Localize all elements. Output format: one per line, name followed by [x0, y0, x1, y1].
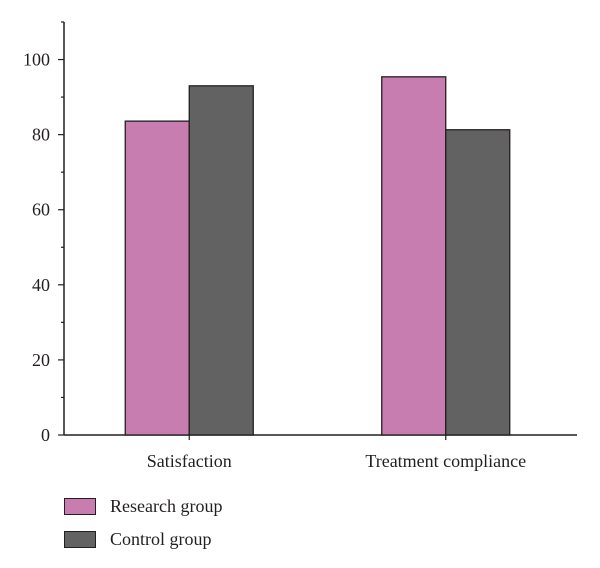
bar-chart: 0 20 40 60 80 100 Satisfaction Treatment compl…: [23, 21, 577, 471]
y-tick-label: 80: [32, 125, 50, 145]
bar-research-group-treatment-compliance: [381, 76, 447, 436]
legend-swatch-control-group: [64, 531, 96, 548]
y-axis-ticks: 0 20 40 60 80 100: [23, 21, 64, 445]
legend-label-research-group: Research group: [110, 496, 223, 516]
bar-research-group-satisfaction: [124, 120, 190, 436]
legend-label-control-group: Control group: [110, 529, 212, 549]
legend-item-control-group: Control group: [64, 523, 222, 556]
chart-legend: Research group Control group: [64, 490, 222, 556]
x-category-label: Satisfaction: [147, 451, 232, 471]
chart-bars: [124, 76, 511, 436]
x-axis-labels: Satisfaction Treatment compliance: [147, 435, 526, 471]
y-tick-label: 20: [32, 350, 50, 370]
bar-control-group-treatment-compliance: [445, 129, 511, 436]
x-category-label: Treatment compliance: [365, 451, 526, 471]
y-tick-label: 100: [23, 50, 50, 70]
y-tick-label: 0: [41, 425, 50, 445]
legend-item-research-group: Research group: [64, 490, 222, 523]
bar-control-group-satisfaction: [188, 85, 254, 436]
y-tick-label: 40: [32, 275, 50, 295]
y-tick-label: 60: [32, 200, 50, 220]
legend-swatch-research-group: [64, 498, 96, 515]
